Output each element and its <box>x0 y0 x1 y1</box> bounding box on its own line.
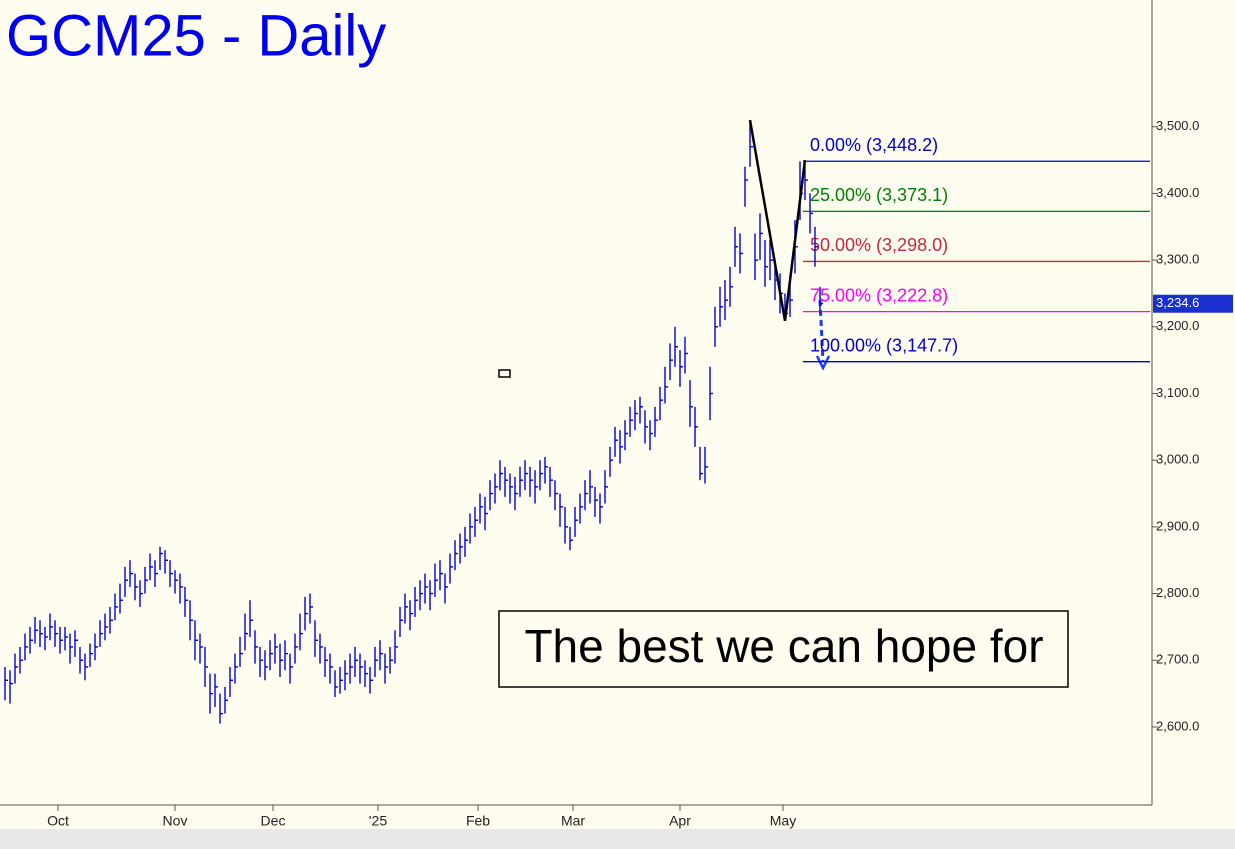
y-tick-label: 2,800.0 <box>1156 585 1199 600</box>
x-tick-label: Apr <box>669 813 691 829</box>
last-price-label: 3,234.6 <box>1156 295 1199 310</box>
y-tick-label: 2,700.0 <box>1156 652 1199 667</box>
chart-title: GCM25 - Daily <box>6 3 386 68</box>
fib-label: 25.00% (3,373.1) <box>810 185 948 205</box>
y-tick-label: 2,600.0 <box>1156 718 1199 733</box>
x-tick-label: '25 <box>369 813 387 829</box>
fib-label: 100.00% (3,147.7) <box>810 335 958 355</box>
x-tick-label: Oct <box>47 813 69 829</box>
fib-label: 75.00% (3,222.8) <box>810 285 948 305</box>
y-tick-label: 3,100.0 <box>1156 385 1199 400</box>
fib-label: 0.00% (3,448.2) <box>810 135 938 155</box>
arrow-head <box>815 355 831 371</box>
x-tick-label: Dec <box>261 813 286 829</box>
pattern-line <box>748 119 807 322</box>
y-tick-label: 3,300.0 <box>1156 252 1199 267</box>
scrollbar[interactable] <box>0 829 1235 849</box>
last-price-box <box>1153 294 1233 313</box>
fib-label: 50.00% (3,298.0) <box>810 235 948 255</box>
y-tick-label: 3,500.0 <box>1156 118 1199 133</box>
y-tick-label: 2,900.0 <box>1156 518 1199 533</box>
y-tick-label: 3,000.0 <box>1156 452 1199 467</box>
x-tick-label: Nov <box>163 813 188 829</box>
x-tick-label: Feb <box>466 813 490 829</box>
x-tick-label: Mar <box>561 813 585 829</box>
y-tick-label: 3,400.0 <box>1156 185 1199 200</box>
y-tick-label: 3,200.0 <box>1156 318 1199 333</box>
annotation: The best we can hope for <box>524 620 1043 672</box>
marker <box>498 369 511 378</box>
x-tick-label: May <box>770 813 796 829</box>
annotation-box <box>498 610 1069 688</box>
